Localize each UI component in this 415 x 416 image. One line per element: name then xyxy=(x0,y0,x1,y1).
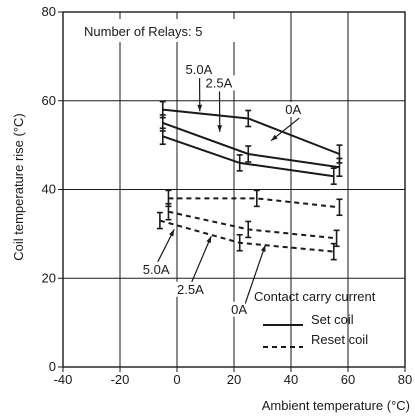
y-tick-labels: 0 20 40 60 80 xyxy=(42,4,56,374)
label-arrow-head xyxy=(271,134,278,141)
x-tick-label: 40 xyxy=(284,372,298,387)
label-arrow-head xyxy=(217,125,223,132)
y-tick-label: 80 xyxy=(42,4,56,19)
y-axis-label: Coil temperature rise (°C) xyxy=(11,113,26,261)
x-tick-label: 80 xyxy=(398,372,412,387)
data-point xyxy=(159,127,166,146)
series-label: 0A xyxy=(285,102,301,117)
data-point xyxy=(330,167,337,185)
series-lines xyxy=(159,108,340,253)
series-label-background xyxy=(140,261,173,277)
data-point xyxy=(165,202,172,221)
label-arrows xyxy=(156,78,300,304)
y-tick-label: 20 xyxy=(42,270,56,285)
x-tick-label: -20 xyxy=(111,372,130,387)
label-arrow-head xyxy=(260,244,266,252)
data-point xyxy=(336,157,343,177)
x-tick-label: 20 xyxy=(227,372,241,387)
y-tick-label: 60 xyxy=(42,93,56,108)
series-label: 5.0A xyxy=(186,62,213,77)
grid xyxy=(63,12,405,367)
annotation-background xyxy=(78,19,238,42)
x-tick-label: 0 xyxy=(173,372,180,387)
series-line-reset-2-5A xyxy=(168,210,337,240)
y-tick-label: 0 xyxy=(49,359,56,374)
data-point xyxy=(330,242,337,261)
series-label-background xyxy=(183,62,216,78)
label-arrow-head xyxy=(197,104,203,112)
data-point xyxy=(245,220,252,239)
data-point xyxy=(245,145,252,163)
series-label-background xyxy=(203,75,236,91)
x-tick-label: 60 xyxy=(341,372,355,387)
data-point xyxy=(236,154,243,172)
label-arrow-line xyxy=(244,244,266,304)
series-label-background xyxy=(175,281,207,297)
label-arrow-head xyxy=(169,229,175,237)
x-axis-label: Ambient temperature (°C) xyxy=(262,398,410,413)
series-label-background xyxy=(229,301,246,317)
series-label-background xyxy=(283,102,300,118)
tick-marks xyxy=(58,11,406,372)
legend-reset-coil-label: Reset coil xyxy=(311,332,368,347)
y-tick-label: 40 xyxy=(42,182,56,197)
series-label: 5.0A xyxy=(143,262,170,277)
annotation-number-of-relays: Number of Relays: 5 xyxy=(84,24,203,39)
series-label: 2.5A xyxy=(177,282,204,297)
error-bars xyxy=(156,100,343,261)
data-point xyxy=(253,189,260,208)
series-line-reset-5-0A xyxy=(168,197,340,209)
legend: Contact carry current Set coil Reset coi… xyxy=(254,289,376,348)
data-point xyxy=(245,109,252,128)
data-point xyxy=(236,233,243,252)
data-point xyxy=(156,211,163,230)
series-line-reset-0A xyxy=(159,219,334,253)
series-label: 0A xyxy=(231,302,247,317)
label-arrow-head xyxy=(206,236,212,244)
label-arrow-line xyxy=(190,235,212,285)
data-point xyxy=(336,198,343,217)
series-label: 2.5A xyxy=(206,75,233,90)
legend-set-coil-label: Set coil xyxy=(311,312,354,327)
x-tick-label: -40 xyxy=(54,372,73,387)
legend-title: Contact carry current xyxy=(254,289,376,304)
x-tick-labels: -40 -20 0 20 40 60 80 xyxy=(54,372,413,387)
